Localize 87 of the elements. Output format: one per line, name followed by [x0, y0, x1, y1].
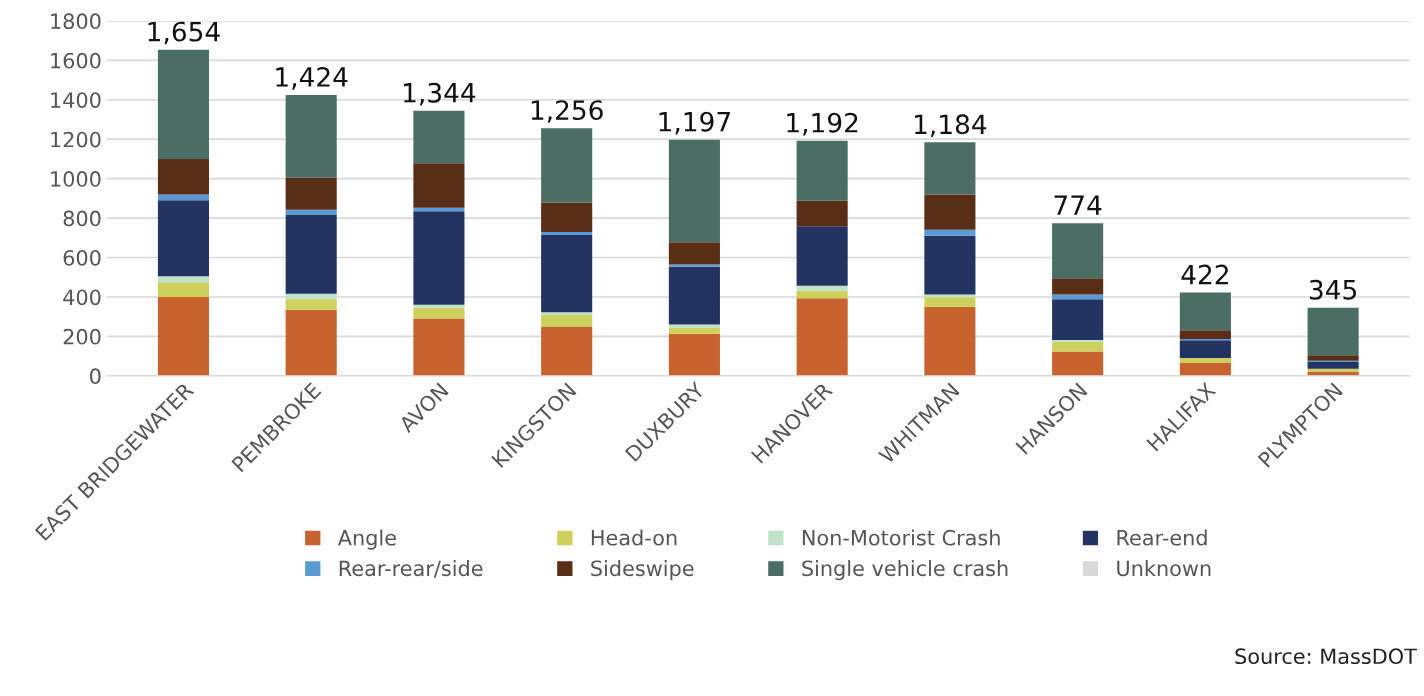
bar: [285, 309, 337, 376]
bar: [541, 315, 593, 327]
bar: [1179, 292, 1231, 331]
legend-label: Sideswipe: [591, 560, 694, 581]
bar: [796, 285, 848, 291]
y-tick-label: 1000: [51, 171, 101, 187]
bar: [157, 158, 209, 195]
legend-label: Rear-end: [1117, 529, 1207, 546]
bar: [413, 304, 465, 308]
legend-label: Non-Motorist Crash: [802, 529, 1000, 546]
bar: [157, 194, 209, 201]
y-tick-label: 1400: [51, 92, 101, 108]
bar: [157, 282, 209, 297]
bar: [1179, 358, 1231, 364]
bar: [541, 235, 593, 313]
bar: [285, 215, 337, 294]
bar: [924, 142, 976, 195]
total-label: 1,256: [531, 100, 603, 123]
bar: [285, 293, 337, 300]
y-tick-label: 1600: [51, 52, 101, 69]
bar: [796, 140, 848, 201]
bar: [668, 242, 720, 265]
total-label: 1,424: [276, 67, 348, 90]
bar: [924, 194, 976, 230]
bar: [1052, 278, 1104, 295]
source-note: Source: MassDOT: [1235, 648, 1417, 665]
bar: [1179, 330, 1231, 339]
bar: [1052, 223, 1104, 279]
bar: [1052, 351, 1104, 376]
legend-label: Head-on: [591, 529, 677, 546]
bar: [285, 95, 337, 178]
bar: [541, 231, 593, 236]
bar: [668, 327, 720, 334]
y-tick-label: 1800: [51, 13, 101, 30]
bar: [1307, 355, 1359, 361]
y-tick-label: 0: [90, 368, 101, 385]
total-label: 774: [1054, 195, 1102, 215]
bar: [668, 333, 720, 376]
y-tick-label: 200: [63, 328, 101, 345]
bar: [924, 306, 976, 376]
bar: [796, 226, 848, 286]
bar: [541, 202, 593, 232]
y-tick-label: 800: [63, 210, 101, 227]
bar: [668, 264, 720, 267]
y-tick-label: 600: [63, 249, 101, 266]
bar: [157, 276, 209, 283]
bar: [924, 229, 976, 236]
legend-label: Rear-rear/side: [339, 560, 483, 578]
bar: [1052, 299, 1104, 340]
bar: [413, 307, 465, 319]
bar: [285, 177, 337, 210]
legend-label: Unknown: [1117, 560, 1211, 577]
bar: [413, 318, 465, 376]
bar: [541, 326, 593, 376]
y-tick-label: 400: [63, 289, 101, 306]
bar: [796, 290, 848, 299]
bar: [285, 299, 337, 310]
bar: [413, 163, 465, 208]
bar: [1179, 363, 1231, 376]
y-tick-label: 1200: [51, 131, 101, 148]
bar: [1307, 307, 1359, 356]
total-label: 1,344: [404, 82, 476, 106]
bar: [796, 200, 848, 227]
total-label: 1,192: [787, 112, 858, 136]
total-label: 1,654: [148, 21, 220, 45]
bar: [1307, 362, 1359, 369]
bar: [413, 211, 465, 305]
bar: [285, 209, 337, 216]
bar: [157, 200, 209, 277]
bar: [157, 49, 209, 159]
bar: [1052, 341, 1104, 352]
bar: [1179, 340, 1231, 359]
bar: [668, 139, 720, 243]
bar: [924, 297, 976, 307]
bar: [924, 235, 976, 295]
bar: [668, 266, 720, 325]
bar: [413, 110, 465, 164]
total-label: 1,184: [915, 114, 987, 137]
total-label: 1,197: [659, 111, 730, 135]
total-label: 345: [1309, 279, 1356, 300]
legend-label: Angle: [337, 529, 396, 550]
bar: [541, 312, 593, 316]
legend-label: Single vehicle crash: [802, 560, 1008, 581]
bar: [541, 128, 593, 203]
total-label: 422: [1181, 264, 1228, 285]
bar: [796, 298, 848, 376]
bar: [157, 296, 209, 376]
